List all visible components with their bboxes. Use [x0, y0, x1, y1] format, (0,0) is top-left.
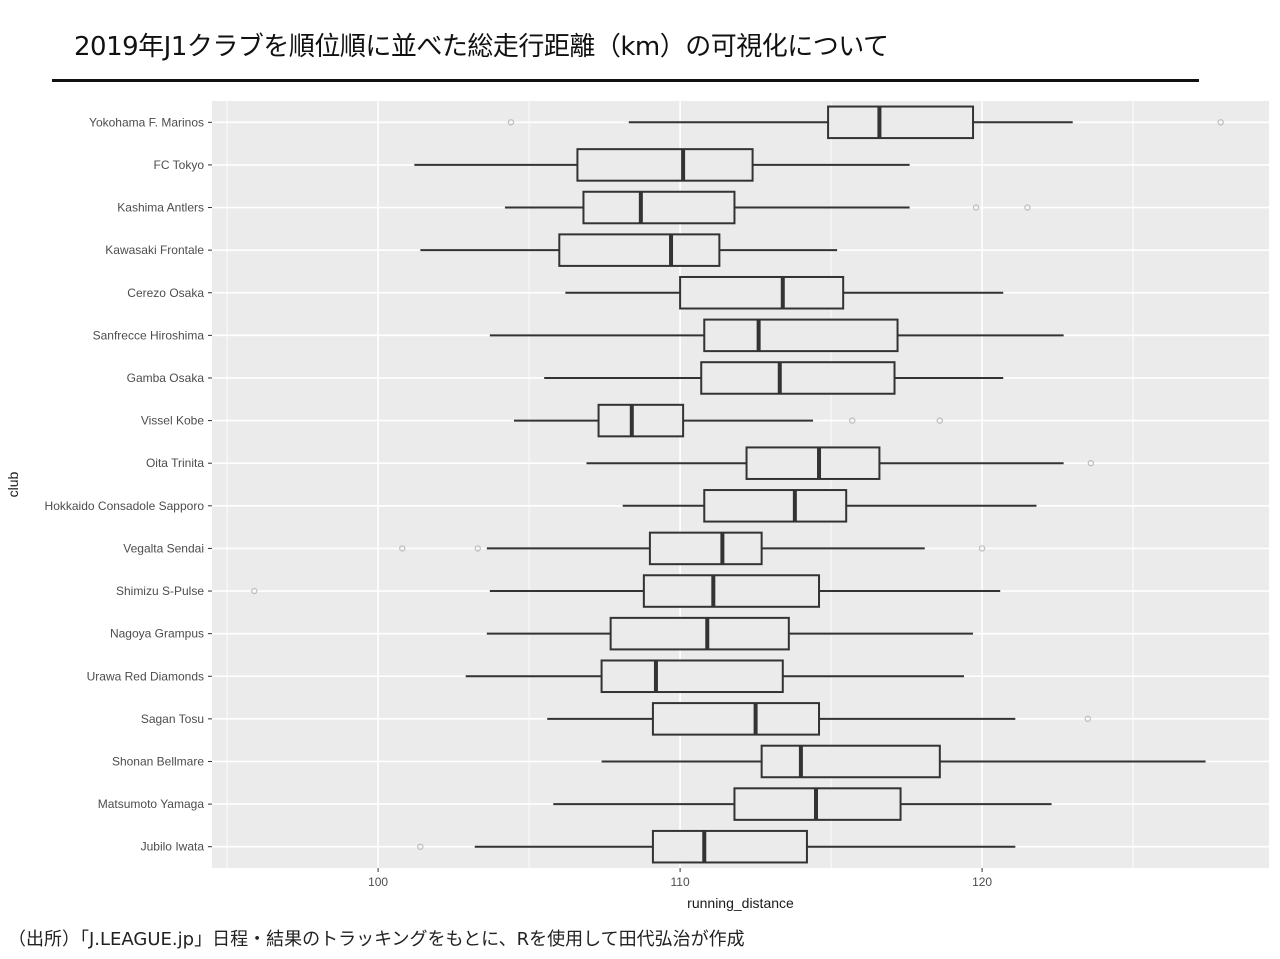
box-iqr	[648, 531, 763, 566]
box-kawasaki-frontale	[420, 233, 838, 267]
box-iqr	[703, 489, 848, 523]
outlier-point	[1024, 204, 1031, 211]
source-note: （出所）「J.LEAGUE.jp」日程・結果のトラッキングをもとに、Rを使用して…	[8, 929, 745, 950]
box-oita-trinita	[586, 446, 1095, 480]
box-yokohama-f-marinos	[507, 105, 1224, 140]
box-iqr	[703, 318, 899, 353]
outlier-point	[399, 545, 406, 552]
x-axis: 100 110 120	[368, 868, 992, 889]
y-axis-title: club	[5, 471, 21, 497]
box-jubilo-iwata	[417, 829, 1016, 864]
box-iqr	[642, 574, 821, 608]
y-tick-label: Jubilo Iwata	[141, 840, 205, 854]
y-tick-label: Gamba Osaka	[127, 371, 205, 385]
plot-panel	[212, 101, 1269, 868]
box-nagoya-grampus	[486, 616, 974, 651]
box-hokkaido-consadole-sapporo	[622, 489, 1037, 523]
outlier-point	[1087, 459, 1095, 467]
outlier-point	[507, 119, 515, 126]
y-tick-label: Hokkaido Consadole Sapporo	[45, 499, 205, 513]
title-underline	[52, 79, 1199, 82]
x-tick-label: 120	[972, 875, 992, 889]
outlier-point	[972, 204, 980, 211]
y-tick-label: Oita Trinita	[146, 456, 204, 470]
box-iqr	[651, 702, 821, 736]
y-tick-label: Yokohama F. Marinos	[89, 115, 204, 129]
box-iqr	[609, 616, 790, 651]
box-matsumoto-yamaga	[553, 787, 1052, 821]
y-tick-label: Vissel Kobe	[141, 414, 204, 428]
box-sagan-tosu	[547, 702, 1092, 736]
box-shonan-bellmare	[601, 744, 1206, 779]
box-iqr	[597, 403, 685, 438]
y-tick-label: FC Tokyo	[154, 158, 205, 172]
outlier-point	[474, 545, 481, 552]
y-tick-label: Shonan Bellmare	[112, 754, 204, 768]
y-tick-label: Vegalta Sendai	[123, 541, 204, 555]
box-iqr	[745, 446, 881, 480]
box-sanfrecce-hiroshima	[489, 318, 1064, 353]
box-iqr	[651, 829, 808, 864]
y-tick-label: Sagan Tosu	[141, 712, 204, 726]
boxplot-chart: Yokohama F. Marinos FC Tokyo Kashima Antle…	[5, 101, 1269, 911]
outlier-point	[936, 417, 944, 424]
x-tick-label: 110	[671, 875, 690, 889]
box-fc-tokyo	[414, 148, 910, 182]
y-tick-label: Kashima Antlers	[117, 201, 204, 215]
slide-title: 2019年J1クラブを順位順に並べた総走行距離（km）の可視化について	[74, 32, 889, 62]
outlier-point	[251, 587, 258, 595]
box-kashima-antlers	[504, 190, 1031, 225]
y-tick-label: Shimizu S-Pulse	[116, 584, 204, 598]
box-iqr	[576, 148, 754, 182]
outlier-point	[417, 843, 424, 850]
y-tick-label: Nagoya Grampus	[110, 627, 204, 641]
y-axis: Yokohama F. Marinos FC Tokyo Kashima Antle…	[45, 115, 212, 854]
minor-gridlines	[226, 101, 1134, 868]
box-iqr	[827, 105, 975, 140]
y-tick-label: Urawa Red Diamonds	[87, 669, 204, 683]
box-iqr	[600, 659, 784, 694]
box-vegalta-sendai	[399, 531, 986, 566]
box-cerezo-osaka	[565, 275, 1004, 310]
box-series	[251, 105, 1224, 864]
box-iqr	[700, 361, 896, 395]
box-shimizu-s-pulse	[251, 574, 1001, 608]
box-gamba-osaka	[544, 361, 1004, 395]
y-tick-label: Kawasaki Frontale	[105, 243, 204, 257]
y-tick-label: Cerezo Osaka	[127, 286, 204, 300]
box-iqr	[558, 233, 721, 267]
box-iqr	[760, 744, 941, 779]
outlier-point	[849, 417, 856, 424]
y-tick-label: Sanfrecce Hiroshima	[93, 328, 205, 342]
box-vissel-kobe	[514, 403, 944, 438]
box-urawa-red-diamonds	[465, 659, 964, 694]
outlier-point	[978, 545, 986, 552]
y-tick-label: Matsumoto Yamaga	[98, 797, 205, 811]
x-axis-title: running_distance	[687, 895, 794, 911]
outlier-point	[1084, 715, 1092, 723]
box-iqr	[582, 190, 736, 225]
outlier-point	[1217, 119, 1224, 126]
box-iqr	[679, 275, 845, 310]
x-tick-label: 100	[368, 875, 388, 889]
